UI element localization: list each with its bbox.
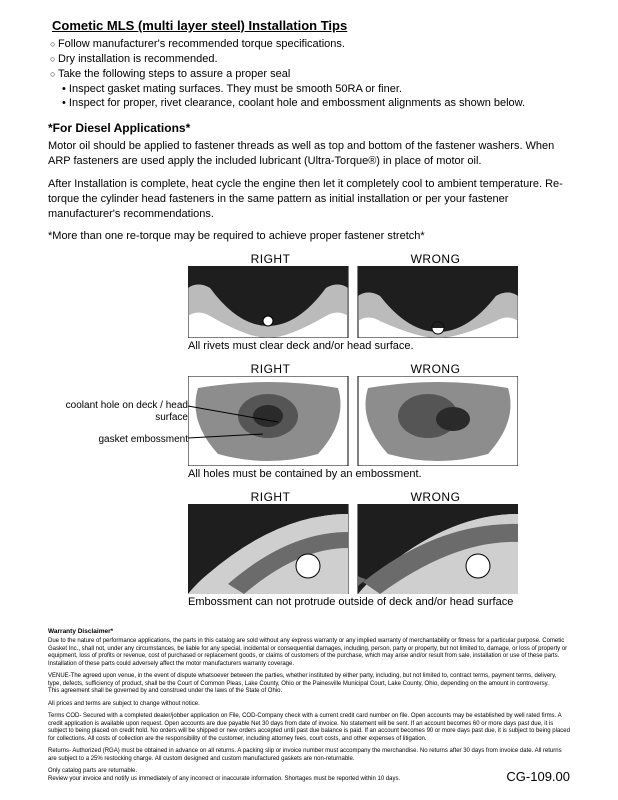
label-wrong-3: WRONG bbox=[353, 490, 518, 504]
bullet-list: Follow manufacturer's recommended torque… bbox=[48, 37, 570, 111]
diagram-embossment-edge bbox=[188, 504, 518, 594]
page-number: CG-109.00 bbox=[506, 769, 570, 784]
diesel-p1: Motor oil should be applied to fastener … bbox=[48, 139, 570, 169]
diagram-holes bbox=[188, 376, 518, 466]
warranty-heading: Warranty Disclaimer* bbox=[48, 628, 570, 636]
diesel-p3: *More than one re-torque may be required… bbox=[48, 229, 570, 244]
fine-p5: Returns- Authorized (RGA) must be obtain… bbox=[48, 748, 570, 763]
caption-1: All rivets must clear deck and/or head s… bbox=[188, 338, 518, 358]
callout-labels: coolant hole on deck / head surface gask… bbox=[48, 362, 188, 456]
sub-bullet-2: Inspect for proper, rivet clearance, coo… bbox=[48, 96, 570, 111]
page: Cometic MLS (multi layer steel) Installa… bbox=[0, 0, 618, 800]
diesel-heading: *For Diesel Applications* bbox=[48, 121, 570, 135]
diagram-row-2: RIGHT WRONG bbox=[188, 362, 518, 486]
label-wrong-1: WRONG bbox=[353, 252, 518, 266]
caption-3: Embossment can not protrude outside of d… bbox=[188, 594, 518, 614]
label-wrong-2: WRONG bbox=[353, 362, 518, 376]
diagram-area: RIGHT WRONG bbox=[48, 252, 570, 614]
label-right-2: RIGHT bbox=[188, 362, 353, 376]
fine-p4: Terms COD- Secured with a completed deal… bbox=[48, 713, 570, 743]
bullet-3: Take the following steps to assure a pro… bbox=[48, 67, 570, 82]
diagram-row-1: RIGHT WRONG bbox=[188, 252, 518, 358]
bullet-1: Follow manufacturer's recommended torque… bbox=[48, 37, 570, 52]
caption-2: All holes must be contained by an emboss… bbox=[188, 466, 518, 486]
fine-p2: VENUE-The agreed upon venue, in the even… bbox=[48, 673, 570, 696]
sub-bullet-1: Inspect gasket mating surfaces. They mus… bbox=[48, 82, 570, 97]
diagram-rivets bbox=[188, 266, 518, 338]
label-right-1: RIGHT bbox=[188, 252, 353, 266]
fine-print: Warranty Disclaimer* Due to the nature o… bbox=[48, 628, 570, 783]
fine-p6: Only catalog parts are returnable. Revie… bbox=[48, 768, 570, 783]
page-title: Cometic MLS (multi layer steel) Installa… bbox=[52, 18, 570, 33]
diesel-p2: After Installation is complete, heat cyc… bbox=[48, 177, 570, 222]
label-right-3: RIGHT bbox=[188, 490, 353, 504]
diagram-row-3: RIGHT WRONG bbox=[188, 490, 518, 614]
fine-p1: Due to the nature of performance applica… bbox=[48, 638, 570, 668]
fine-p3: All prices and terms are subject to chan… bbox=[48, 701, 570, 709]
bullet-2: Dry installation is recommended. bbox=[48, 52, 570, 67]
